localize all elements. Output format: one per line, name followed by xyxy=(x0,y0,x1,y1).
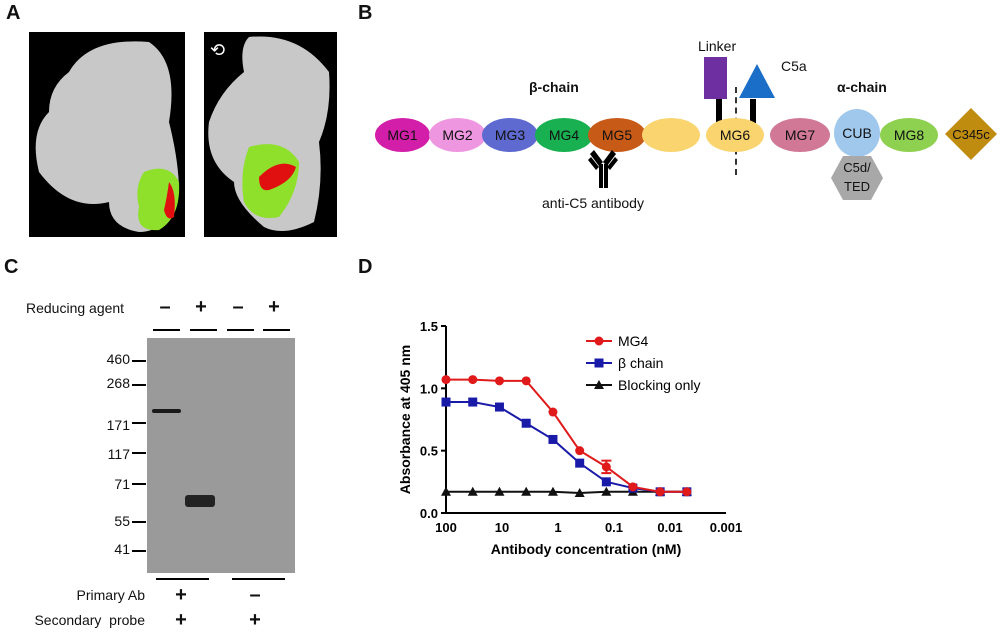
linker-shape xyxy=(704,57,727,99)
x-tick-label: 0.01 xyxy=(657,520,682,535)
mw-tick xyxy=(132,384,146,386)
c5a-label: C5a xyxy=(781,58,807,74)
mw-marker-171: 171 xyxy=(106,417,130,433)
domain-label: MG1 xyxy=(387,127,418,143)
antibody-icon xyxy=(588,150,618,188)
alpha-chain-label: α-chain xyxy=(837,79,887,95)
secondary-probe-sign-group1: + xyxy=(175,609,187,631)
y-tick-label: 0.5 xyxy=(420,444,438,459)
domain-label: CUB xyxy=(842,125,872,141)
lane-bar-4 xyxy=(263,329,290,331)
legend-entry: β chain xyxy=(618,355,663,371)
structure-front-view xyxy=(29,32,185,237)
absorbance-line-chart: 0.0 0.5 1.0 1.5 100 10 1 0.1 0.01 0.001 Antibody c… xyxy=(397,319,743,557)
reducing-sign-lane4: + xyxy=(268,296,280,318)
primary-ab-sign-group2: – xyxy=(249,584,261,606)
anti-c5-antibody-label: anti-C5 antibody xyxy=(542,195,644,211)
primary-ab-sign-group1: + xyxy=(175,584,187,606)
x-tick-label: 1 xyxy=(554,520,561,535)
panel-letter-a: A xyxy=(6,2,21,24)
legend-entry: MG4 xyxy=(618,333,649,349)
panel-letter-b: B xyxy=(358,2,373,24)
secondary-probe-sign-group2: + xyxy=(249,609,261,631)
domain-cub: CUB xyxy=(834,109,880,157)
lane-bar-1 xyxy=(153,329,180,331)
mw-marker-41: 41 xyxy=(114,541,130,557)
domain-label: MG6 xyxy=(719,127,751,143)
domain-mg1: MG1 xyxy=(375,118,430,152)
domain-mg6-placeholder xyxy=(642,118,700,152)
domain-mg5: MG5 xyxy=(588,118,646,152)
y-tick-label: 0.0 xyxy=(420,506,438,521)
reducing-sign-lane1: – xyxy=(159,296,171,318)
c5a-triangle xyxy=(739,64,775,98)
domain-mg8: MG8 xyxy=(880,118,938,152)
domain-c345c: C345c xyxy=(945,108,997,160)
mw-tick xyxy=(132,422,146,424)
c5d-ted-label: C5d/ TED xyxy=(831,158,883,196)
mw-marker-460: 460 xyxy=(106,351,130,367)
c5d-ted-hexagon xyxy=(831,156,883,200)
domain-label: C345c xyxy=(952,126,990,142)
series-line xyxy=(446,401,687,493)
c5a-stalk xyxy=(750,99,756,123)
domain-label: MG3 xyxy=(494,127,526,143)
western-blot-membrane xyxy=(147,338,295,573)
c5d-ted-line2: TED xyxy=(844,179,870,194)
panel-letter-d: D xyxy=(358,256,373,278)
mw-marker-268: 268 xyxy=(106,375,130,391)
mw-marker-55: 55 xyxy=(114,513,130,529)
structure-rotated-view: ⟲ xyxy=(204,32,337,237)
group-bar-1 xyxy=(156,578,209,580)
domain-mg3: MG3 xyxy=(482,118,538,152)
domain-mg6: MG6 xyxy=(706,118,764,152)
series-line xyxy=(446,490,687,495)
beta-chain-label: β-chain xyxy=(529,79,579,95)
x-tick-label: 10 xyxy=(495,520,509,535)
series-line xyxy=(446,378,687,493)
domain-c345c-diamond xyxy=(945,108,997,160)
domain-mg7: MG7 xyxy=(770,118,830,152)
x-tick-label: 100 xyxy=(435,520,457,535)
mw-tick xyxy=(132,360,146,362)
mw-tick xyxy=(132,521,146,523)
domain-label: MG4 xyxy=(548,127,580,143)
secondary-probe-label: Secondary probe xyxy=(34,612,145,628)
linker-stalk xyxy=(716,99,722,123)
mw-tick xyxy=(132,483,146,485)
domain-mg2: MG2 xyxy=(429,118,486,152)
x-tick-label: 0.1 xyxy=(605,520,623,535)
domain-label: MG2 xyxy=(442,127,473,143)
linker-label: Linker xyxy=(698,38,737,54)
x-tick-label: 0.001 xyxy=(710,520,743,535)
domain-label: MG8 xyxy=(893,127,925,143)
band-lane1-190kda xyxy=(152,409,181,413)
rotate-arrow-icon: ⟲ xyxy=(210,40,225,60)
x-axis-label: Antibody concentration (nM) xyxy=(491,541,682,557)
mw-tick xyxy=(132,550,146,552)
mw-marker-71: 71 xyxy=(114,476,130,492)
legend-entry: Blocking only xyxy=(618,377,701,393)
group-bar-2 xyxy=(232,578,285,580)
primary-ab-label: Primary Ab xyxy=(76,587,145,603)
panel-letter-c: C xyxy=(4,256,19,278)
reducing-sign-lane2: + xyxy=(195,296,207,318)
reducing-agent-label: Reducing agent xyxy=(26,300,125,316)
mw-tick xyxy=(132,452,146,454)
c5d-ted-line1: C5d/ xyxy=(843,160,871,175)
band-lane2-64kda xyxy=(185,495,215,507)
reducing-sign-lane3: – xyxy=(232,296,244,318)
domain-mg4: MG4 xyxy=(535,118,593,152)
domain-label: MG5 xyxy=(601,127,633,143)
y-tick-label: 1.0 xyxy=(420,381,438,396)
y-axis-label: Absorbance at 405 nm xyxy=(397,345,413,494)
lane-bar-2 xyxy=(190,329,217,331)
mw-marker-117: 117 xyxy=(107,446,130,462)
y-tick-label: 1.5 xyxy=(420,319,438,334)
domain-label: MG7 xyxy=(784,127,816,143)
lane-bar-3 xyxy=(227,329,254,331)
